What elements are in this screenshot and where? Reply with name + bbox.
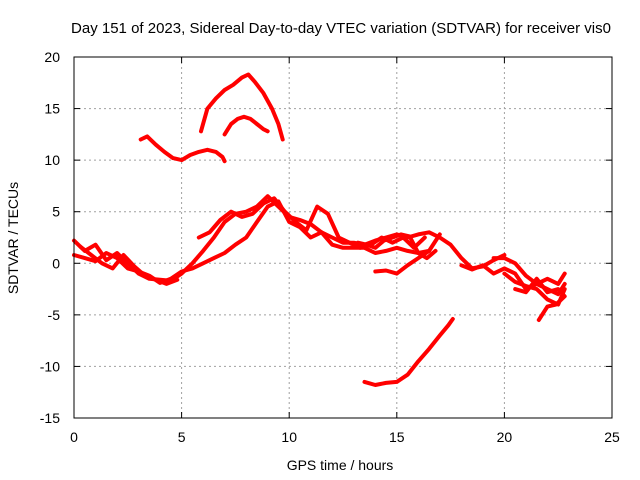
x-tick-label: 25 <box>604 429 620 445</box>
y-tick-label: 5 <box>52 204 60 220</box>
data-series <box>72 72 567 387</box>
series-arc-f <box>373 248 432 276</box>
axis-ticks: 0 5 10 15 20 25 -15 -10 -5 0 5 10 15 20 <box>40 49 620 445</box>
series-arc-n <box>362 317 455 387</box>
plot-frame <box>73 56 613 419</box>
x-tick-label: 0 <box>70 429 78 445</box>
series-arc-c <box>78 244 180 286</box>
chart-title: Day 151 of 2023, Sidereal Day-to-day VTE… <box>71 20 611 37</box>
series-arc-m <box>222 114 270 137</box>
x-tick-label: 5 <box>178 429 186 445</box>
y-tick-label: -10 <box>40 358 60 374</box>
x-tick-label: 20 <box>497 429 513 445</box>
series-arc-j <box>502 271 567 307</box>
y-tick-label: -15 <box>40 410 60 426</box>
x-axis-label: GPS time / hours <box>287 457 394 473</box>
y-tick-label: 15 <box>44 101 60 117</box>
x-tick-label: 15 <box>389 429 405 445</box>
series-arc-k <box>138 134 227 164</box>
x-tick-label: 10 <box>281 429 297 445</box>
series-arc-l <box>199 72 285 142</box>
y-tick-label: 20 <box>44 49 60 65</box>
y-tick-label: 10 <box>44 152 60 168</box>
series-arc-g <box>459 263 567 292</box>
series-arc-b <box>72 199 442 285</box>
series-arc-h <box>491 256 567 297</box>
series-arc-d <box>196 196 427 250</box>
y-tick-label: -5 <box>48 307 61 323</box>
y-axis-label: SDTVAR / TECUs <box>5 182 21 294</box>
y-tick-label: 0 <box>52 255 60 271</box>
